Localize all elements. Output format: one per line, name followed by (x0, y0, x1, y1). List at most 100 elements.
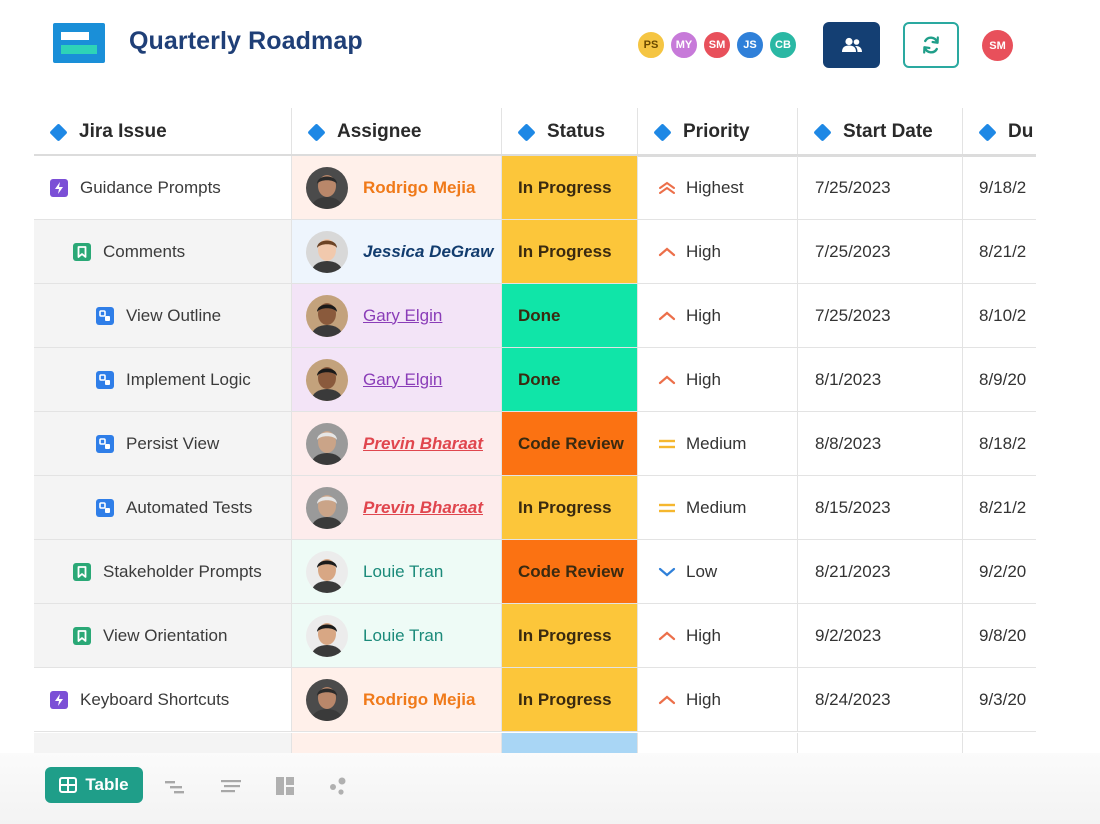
start-date-cell[interactable]: 7/25/2023 (798, 284, 963, 348)
start-date-cell[interactable]: 7/25/2023 (798, 220, 963, 284)
issue-cell[interactable]: View Orientation (34, 604, 292, 668)
status-cell[interactable]: In Progress (502, 476, 638, 540)
column-header-due-date[interactable]: Du (963, 108, 1036, 156)
status-cell[interactable]: Code Review (502, 412, 638, 476)
due-date-cell[interactable]: 8/18/2 (963, 412, 1036, 476)
status-cell[interactable]: Code Review (502, 540, 638, 604)
priority-cell[interactable]: High (638, 220, 798, 284)
table-row[interactable]: View Orientation Louie Tran In Progress Hig… (34, 604, 1036, 668)
sync-button[interactable] (903, 22, 959, 68)
priority-cell[interactable]: Low (638, 540, 798, 604)
priority-label: High (686, 305, 721, 325)
due-date-cell[interactable]: 9/3/20 (963, 668, 1036, 732)
gantt-icon[interactable] (164, 775, 186, 797)
assignee-photo (306, 358, 348, 401)
issue-cell[interactable]: Stakeholder Prompts (34, 540, 292, 604)
issue-cell[interactable]: Comments (34, 220, 292, 284)
assignee-cell[interactable]: Gary Elgin (292, 348, 502, 412)
due-date-cell[interactable]: 8/21/2 (963, 476, 1036, 540)
status-cell[interactable]: Done (502, 284, 638, 348)
subtask-icon (96, 434, 114, 453)
assignee-name: Previn Bharaat (363, 497, 483, 517)
table-row[interactable]: View Outline Gary Elgin Done High 7/25/2023 8… (34, 284, 1036, 348)
collaborator-avatar[interactable]: SM (702, 30, 732, 60)
field-diamond-icon (978, 122, 997, 142)
collaborator-avatar[interactable]: PS (636, 30, 666, 60)
status-cell[interactable]: In Progress (502, 220, 638, 284)
start-date-cell[interactable]: 7/25/2023 (798, 156, 963, 220)
field-diamond-icon (517, 122, 536, 142)
collaborator-avatar[interactable]: MY (669, 30, 699, 60)
issue-cell[interactable]: Persist View (34, 412, 292, 476)
table-row[interactable]: Keyboard Shortcuts Rodrigo Mejia In Progre… (34, 668, 1036, 732)
due-date-cell[interactable]: 8/10/2 (963, 284, 1036, 348)
due-date-cell[interactable]: 9/18/2 (963, 156, 1036, 220)
priority-cell[interactable]: High (638, 284, 798, 348)
priority-high-icon (658, 247, 676, 256)
issue-cell[interactable]: Guidance Prompts (34, 156, 292, 220)
start-date-cell[interactable]: 8/24/2023 (798, 668, 963, 732)
priority-cell[interactable]: Medium (638, 412, 798, 476)
priority-cell[interactable]: Highest (638, 156, 798, 220)
column-header-jira-issue[interactable]: Jira Issue (34, 108, 292, 156)
priority-label: Medium (686, 433, 747, 453)
assignee-cell[interactable]: Previn Bharaat (292, 476, 502, 540)
start-date-cell[interactable]: 9/2/2023 (798, 604, 963, 668)
share-button[interactable] (823, 22, 880, 68)
status-cell[interactable]: In Progress (502, 668, 638, 732)
filter-list-icon[interactable] (220, 775, 242, 797)
due-date: 8/21/2 (979, 497, 1027, 517)
priority-cell[interactable]: Medium (638, 476, 798, 540)
due-date-cell[interactable]: 8/21/2 (963, 220, 1036, 284)
table-row[interactable]: Stakeholder Prompts Louie Tran Code Review… (34, 540, 1036, 604)
due-date-cell[interactable]: 9/2/20 (963, 540, 1036, 604)
issue-cell[interactable]: Automated Tests (34, 476, 292, 540)
due-date-cell[interactable]: 8/9/20 (963, 348, 1036, 412)
start-date: 8/1/2023 (815, 369, 882, 389)
priority-cell[interactable]: High (638, 604, 798, 668)
start-date-cell[interactable]: 8/8/2023 (798, 412, 963, 476)
board-icon[interactable] (274, 775, 296, 797)
table-row[interactable]: Comments Jessica DeGraw In Progress High 7/2… (34, 220, 1036, 284)
due-date: 8/18/2 (979, 433, 1027, 453)
issue-cell[interactable]: Implement Logic (34, 348, 292, 412)
story-icon (73, 242, 91, 261)
status-label: In Progress (518, 241, 612, 261)
column-header-assignee[interactable]: Assignee (292, 108, 502, 156)
epic-icon (50, 178, 68, 197)
assignee-cell[interactable]: Louie Tran (292, 540, 502, 604)
issue-cell[interactable]: View Outline (34, 284, 292, 348)
collaborator-avatar[interactable]: CB (768, 30, 798, 60)
assignee-cell[interactable]: Gary Elgin (292, 284, 502, 348)
table-row[interactable]: Implement Logic Gary Elgin Done High 8/1/202… (34, 348, 1036, 412)
start-date-cell[interactable]: 8/15/2023 (798, 476, 963, 540)
issue-cell[interactable]: Keyboard Shortcuts (34, 668, 292, 732)
column-header-priority[interactable]: Priority (638, 108, 798, 156)
table-row[interactable]: Persist View Previn Bharaat Code Review Med… (34, 412, 1036, 476)
start-date-cell[interactable]: 8/21/2023 (798, 540, 963, 604)
status-cell[interactable]: In Progress (502, 604, 638, 668)
column-header-status[interactable]: Status (502, 108, 638, 156)
collaborator-avatar[interactable]: JS (735, 30, 765, 60)
assignee-cell[interactable]: Rodrigo Mejia (292, 668, 502, 732)
issue-name: View Orientation (103, 625, 228, 645)
column-header-start-date[interactable]: Start Date (798, 108, 963, 156)
priority-cell[interactable]: High (638, 348, 798, 412)
assignee-cell[interactable]: Jessica DeGraw (292, 220, 502, 284)
due-date-cell[interactable]: 9/8/20 (963, 604, 1036, 668)
table-view-button[interactable]: Table (45, 767, 143, 803)
status-cell[interactable]: In Progress (502, 156, 638, 220)
assignee-cell[interactable]: Previn Bharaat (292, 412, 502, 476)
issue-name: Persist View (126, 433, 220, 453)
start-date-cell[interactable]: 8/1/2023 (798, 348, 963, 412)
network-icon[interactable] (327, 775, 349, 797)
table-row[interactable]: Automated Tests Previn Bharaat In Progress… (34, 476, 1036, 540)
roadmap-grid: Jira Issue Assignee Status Priority Star… (34, 108, 1036, 753)
assignee-cell[interactable]: Louie Tran (292, 604, 502, 668)
priority-cell[interactable]: High (638, 668, 798, 732)
story-icon (73, 562, 91, 581)
current-user-avatar[interactable]: SM (982, 30, 1013, 61)
table-row[interactable]: Guidance Prompts Rodrigo Mejia In Progress… (34, 156, 1036, 220)
status-cell[interactable]: Done (502, 348, 638, 412)
assignee-cell[interactable]: Rodrigo Mejia (292, 156, 502, 220)
